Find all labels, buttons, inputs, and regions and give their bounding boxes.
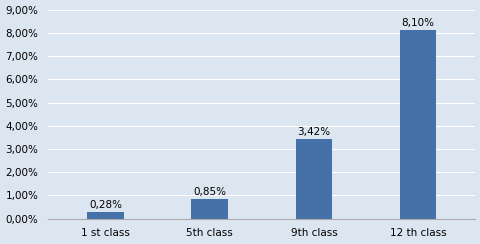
Text: 8,10%: 8,10% <box>401 18 434 28</box>
Bar <box>191 199 228 219</box>
Text: 0,28%: 0,28% <box>89 200 122 210</box>
Bar <box>295 139 332 219</box>
Bar <box>87 212 123 219</box>
Text: 3,42%: 3,42% <box>297 127 330 137</box>
Bar <box>399 30 435 219</box>
Text: 0,85%: 0,85% <box>193 187 226 197</box>
